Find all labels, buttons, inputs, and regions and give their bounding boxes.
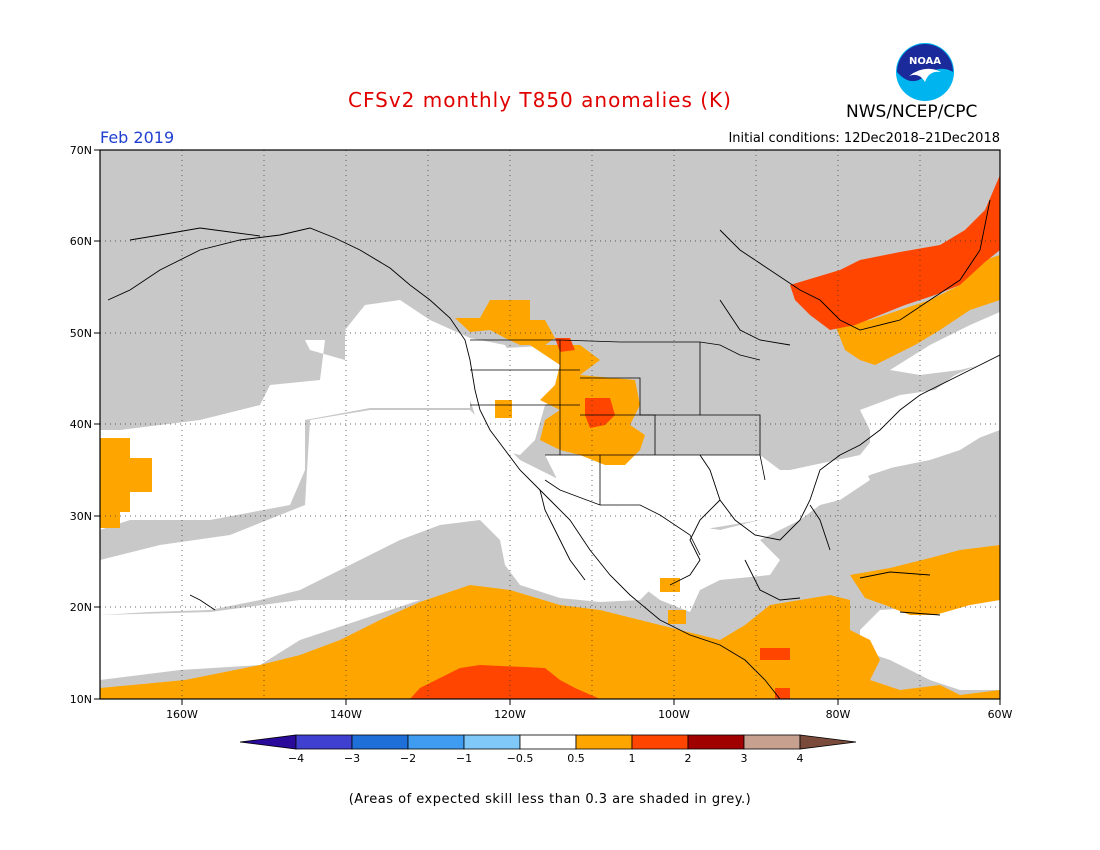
colorbar-box xyxy=(407,734,465,750)
colorbar-label: 2 xyxy=(685,752,692,765)
colorbar-label: −2 xyxy=(400,752,416,765)
lat-label: 30N xyxy=(70,510,92,523)
colorbar-label: 1 xyxy=(629,752,636,765)
colorbar-label: 0.5 xyxy=(567,752,585,765)
lon-label: 140W xyxy=(330,708,362,721)
lon-label: 60W xyxy=(988,708,1013,721)
colorbar-box xyxy=(519,734,577,750)
latitude-labels: 70N 60N 50N 40N 30N 20N 10N xyxy=(70,144,92,706)
longitude-labels: 160W 140W 120W 100W 80W 60W xyxy=(166,708,1012,721)
lat-label: 50N xyxy=(70,327,92,340)
axis-ticks xyxy=(94,149,1001,705)
graticule xyxy=(100,150,1000,699)
map-title: CFSv2 monthly T850 anomalies (K) xyxy=(348,88,732,112)
lon-label: 120W xyxy=(494,708,526,721)
colorbar: −4 −3 −2 −1 −0.5 0.5 1 2 3 4 xyxy=(239,734,857,765)
lat-label: 60N xyxy=(70,235,92,248)
lat-label: 10N xyxy=(70,693,92,706)
near-normal-regions xyxy=(100,300,1000,690)
colorbar-box xyxy=(295,734,353,750)
lon-label: 80W xyxy=(826,708,851,721)
lat-label: 20N xyxy=(70,601,92,614)
political-borders xyxy=(470,339,766,556)
initial-conditions: Initial conditions: 12Dec2018–21Dec2018 xyxy=(728,131,1000,146)
colorbar-box xyxy=(743,734,801,750)
colorbar-box xyxy=(463,734,521,750)
colorbar-label: 3 xyxy=(741,752,748,765)
colorbar-label: 4 xyxy=(797,752,804,765)
noaa-logo: NOAA xyxy=(896,43,954,101)
colorbar-box xyxy=(687,734,745,750)
forecast-month: Feb 2019 xyxy=(100,128,175,147)
skill-caption: (Areas of expected skill less than 0.3 a… xyxy=(348,792,752,807)
colorbar-arrow-low xyxy=(239,734,297,750)
colorbar-label: −3 xyxy=(344,752,360,765)
colorbar-label: −1 xyxy=(456,752,472,765)
lat-label: 40N xyxy=(70,418,92,431)
colorbar-box xyxy=(351,734,409,750)
colorbar-box xyxy=(575,734,633,750)
coastlines xyxy=(107,199,1001,700)
colorbar-label: −0.5 xyxy=(507,752,534,765)
colorbar-box xyxy=(631,734,689,750)
colorbar-label: −4 xyxy=(288,752,304,765)
colorbar-arrow-high xyxy=(799,734,857,750)
lon-label: 160W xyxy=(166,708,198,721)
logo-text: NOAA xyxy=(909,56,941,67)
lon-label: 100W xyxy=(658,708,690,721)
agency-label: NWS/NCEP/CPC xyxy=(846,102,978,122)
strong-positive-anomaly-regions xyxy=(410,175,1000,699)
lat-label: 70N xyxy=(70,144,92,157)
